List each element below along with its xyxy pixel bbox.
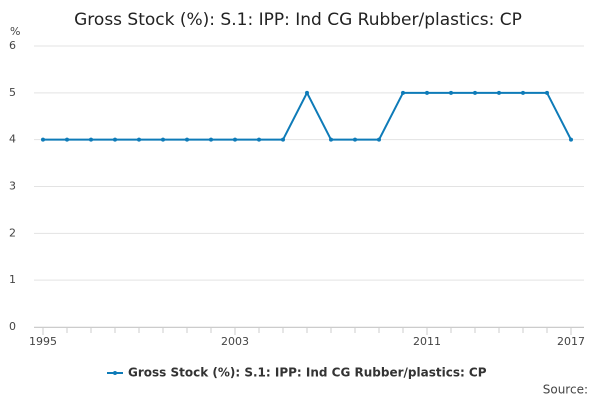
data-point — [209, 137, 213, 142]
data-point — [233, 137, 237, 142]
data-point — [449, 90, 453, 95]
data-point — [497, 90, 501, 95]
y-axis-label: % — [10, 25, 20, 38]
y-tick-label: 3 — [9, 180, 16, 193]
source: Source: — [543, 383, 588, 397]
chart-title: Gross Stock (%): S.1: IPP: Ind CG Rubber… — [74, 10, 522, 30]
data-point — [401, 90, 405, 95]
y-tick-label: 0 — [9, 320, 16, 333]
legend-item: Gross Stock (%): S.1: IPP: Ind CG Rubber… — [107, 366, 487, 380]
data-point — [113, 137, 117, 142]
x-tick-label: 2011 — [413, 335, 441, 348]
data-point — [545, 90, 549, 95]
data-point — [473, 90, 477, 95]
data-point — [305, 90, 309, 95]
data-point — [89, 137, 93, 142]
y-tick-label: 4 — [9, 133, 16, 146]
data-point — [65, 137, 69, 142]
x-tick-label: 2017 — [557, 335, 585, 348]
x-tick-label: 1995 — [29, 335, 57, 348]
data-point — [329, 137, 333, 142]
y-tick-label: 6 — [9, 39, 16, 52]
y-tick-label: 1 — [9, 273, 16, 286]
data-point — [281, 137, 285, 142]
data-point — [257, 137, 261, 142]
y-tick-label: 2 — [9, 226, 16, 239]
legend-marker — [113, 371, 117, 375]
data-point — [185, 137, 189, 142]
data-point — [137, 137, 141, 142]
y-tick-label: 5 — [9, 86, 16, 99]
data-point — [521, 90, 525, 95]
data-point — [377, 137, 381, 142]
legend-label: Gross Stock (%): S.1: IPP: Ind CG Rubber… — [128, 366, 487, 380]
data-point — [41, 137, 45, 142]
data-point — [425, 90, 429, 95]
data-point — [353, 137, 357, 142]
x-tick-label: 2003 — [221, 335, 249, 348]
data-point — [161, 137, 165, 142]
data-point — [569, 137, 573, 142]
data-line — [43, 90, 572, 141]
